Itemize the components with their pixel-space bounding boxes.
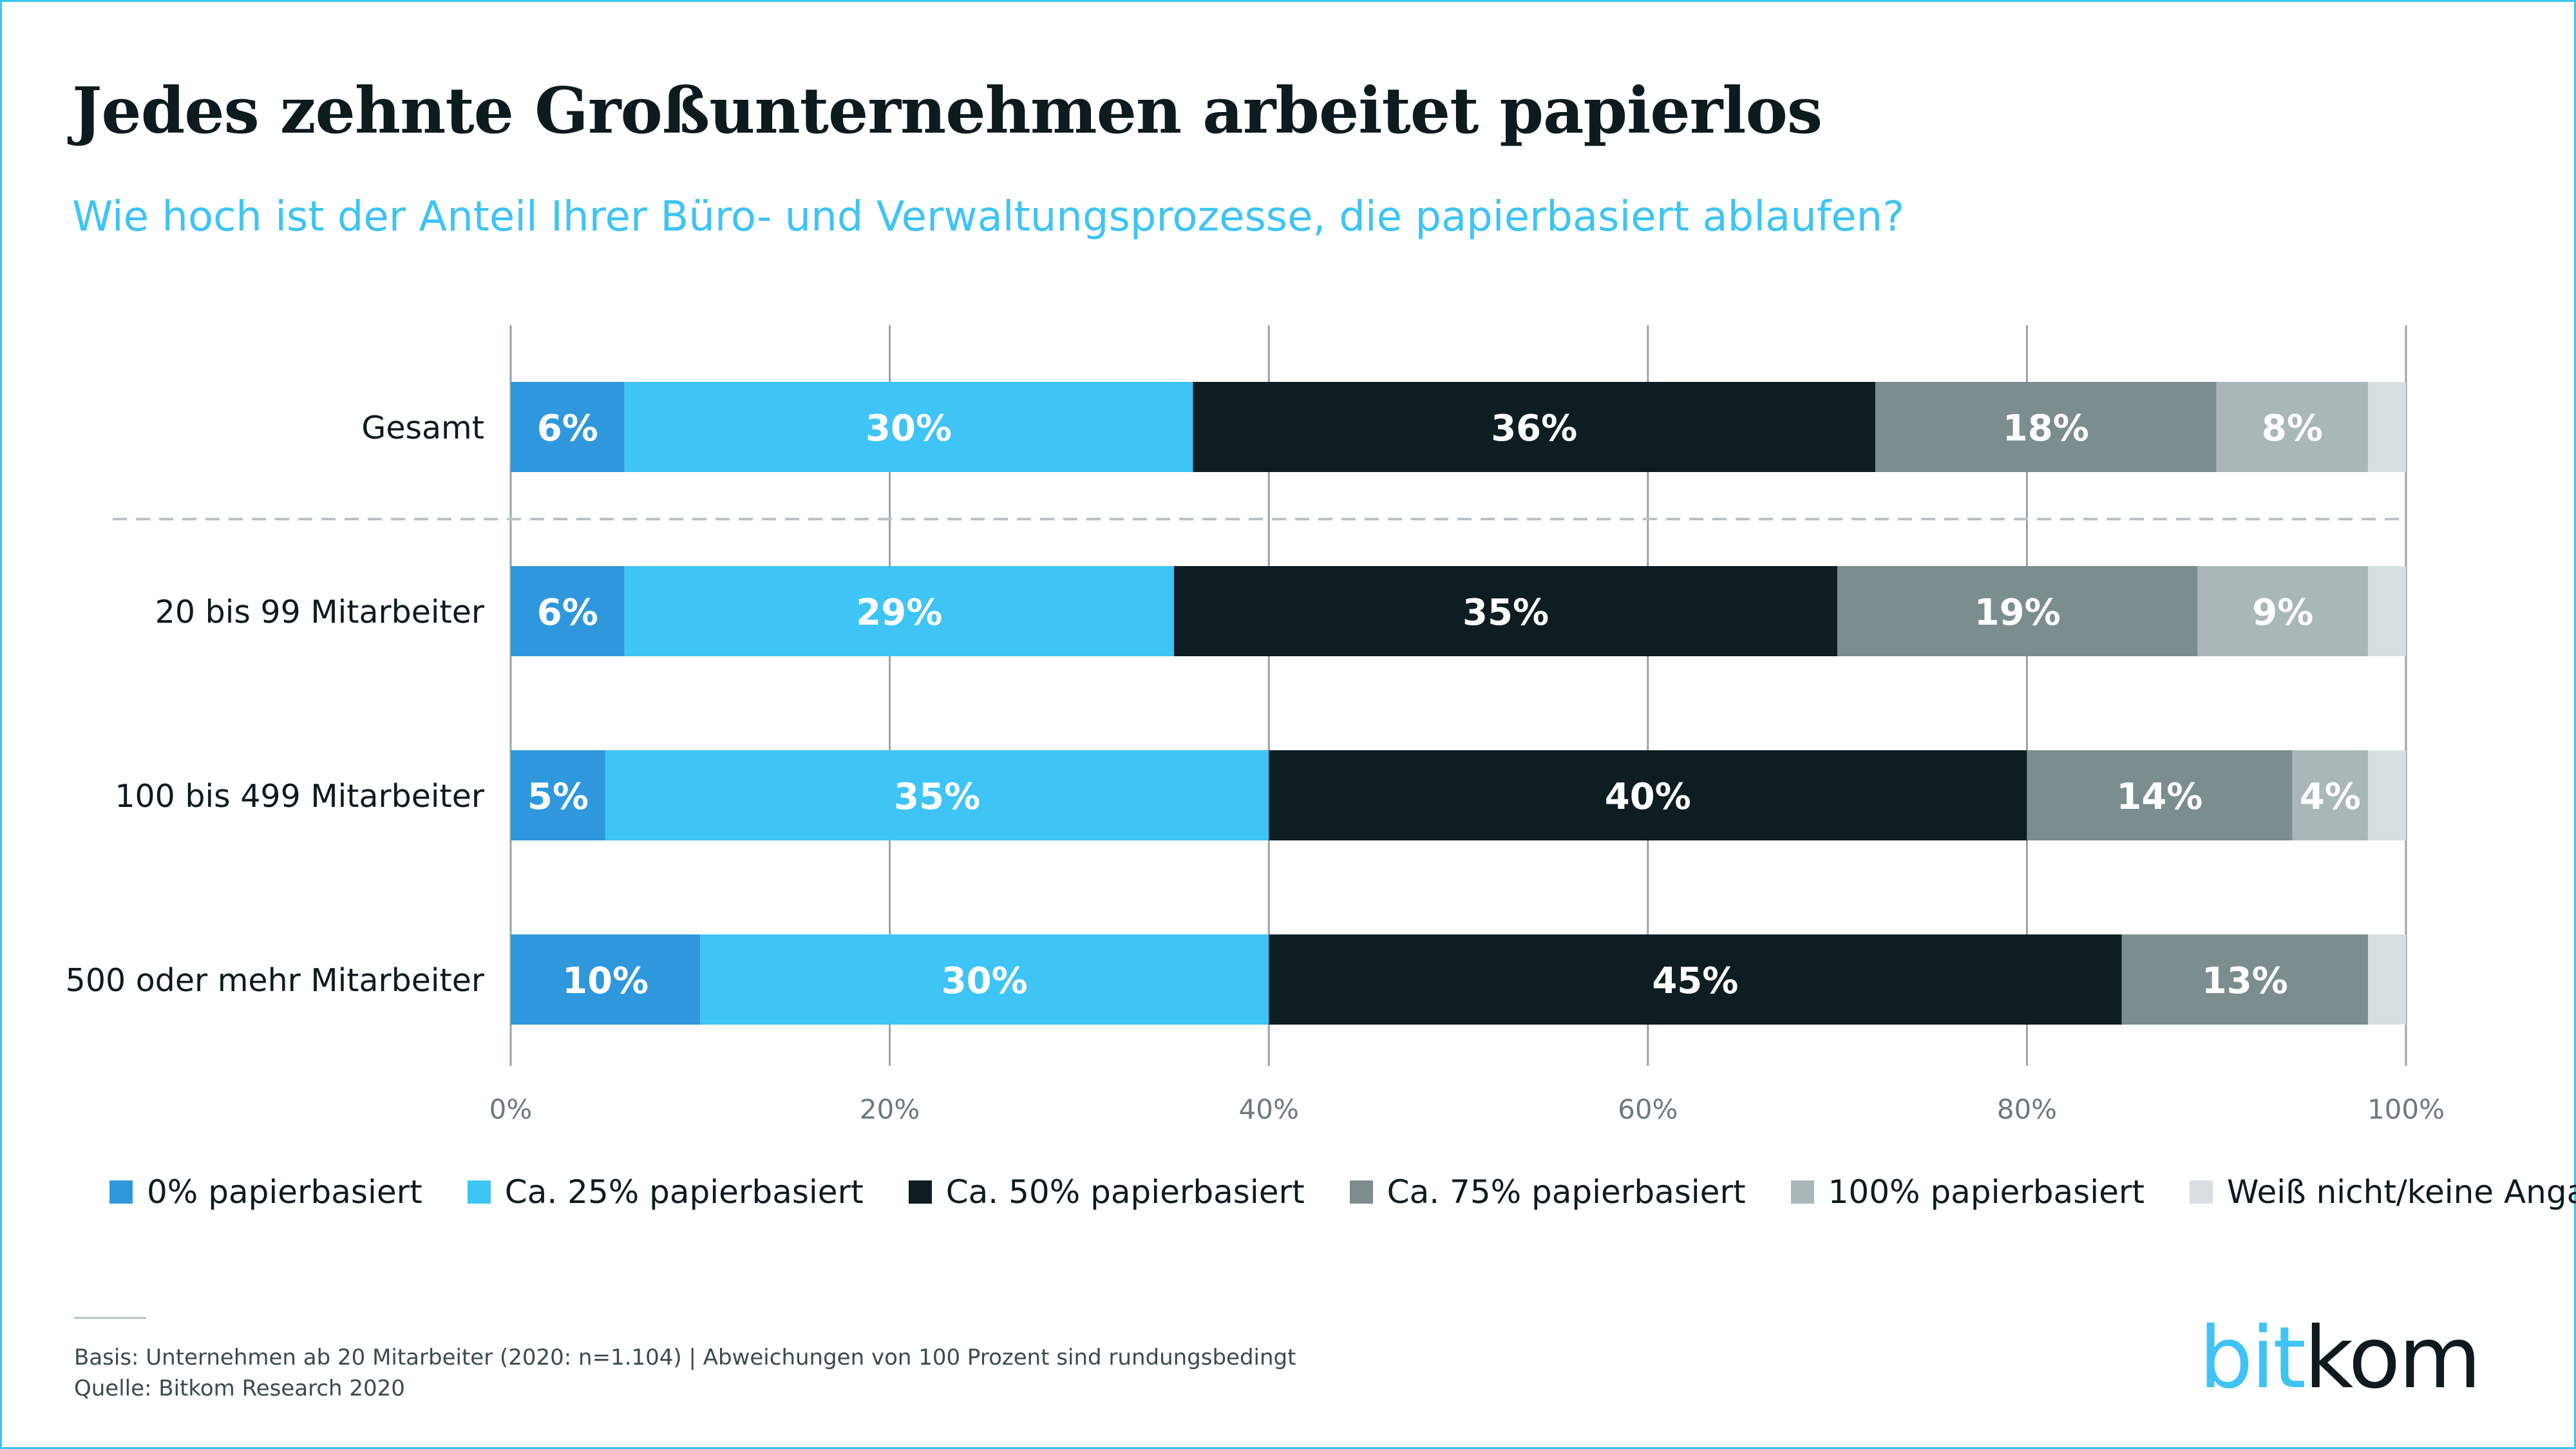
bar-segment-0-5 (2368, 382, 2406, 472)
x-tick-label-2: 40% (1239, 1094, 1299, 1125)
legend-swatch-0 (109, 1180, 133, 1204)
bitkom-logo: bitkom (2199, 1309, 2481, 1408)
legend-item-1: Ca. 25% papierbasiert (467, 1173, 864, 1211)
legend-swatch-2 (908, 1180, 932, 1204)
chart-legend: 0% papierbasiert Ca. 25% papierbasiert C… (109, 1173, 2576, 1211)
legend-swatch-5 (2190, 1180, 2213, 1204)
data-label-1-0: 6% (537, 592, 598, 634)
legend-label-5: Weiß nicht/keine Angabe (2227, 1173, 2576, 1211)
bar-segment-2-4 (2292, 750, 2369, 840)
footer-divider (74, 1317, 146, 1319)
bar-segment-0-1 (624, 382, 1193, 472)
legend-swatch-3 (1349, 1180, 1373, 1204)
x-tick-label-0: 0% (489, 1094, 533, 1125)
bar-segment-1-0 (511, 566, 625, 656)
legend-swatch-1 (467, 1180, 491, 1204)
bar-segment-1-2 (1174, 566, 1838, 656)
data-label-2-0: 5% (527, 776, 589, 818)
legend-label-3: Ca. 75% papierbasiert (1387, 1173, 1746, 1211)
bar-segment-0-3 (1875, 382, 2217, 472)
x-tick-label-1: 20% (860, 1094, 920, 1125)
data-label-3-2: 45% (1652, 960, 1738, 1002)
chart-title: Jedes zehnte Großunternehmen arbeitet pa… (72, 74, 1823, 148)
bar-segment-3-1 (700, 934, 1269, 1025)
bar-segment-0-4 (2216, 382, 2369, 472)
bar-segment-1-4 (2197, 566, 2369, 656)
legend-swatch-4 (1790, 1180, 1814, 1204)
bar-segment-2-0 (511, 750, 606, 840)
legend-item-4: 100% papierbasiert (1790, 1173, 2145, 1211)
data-label-1-4: 9% (2252, 592, 2313, 634)
logo-part-2: kom (2304, 1309, 2481, 1408)
x-tick-label-3: 60% (1618, 1094, 1678, 1125)
legend-label-0: 0% papierbasiert (147, 1173, 422, 1211)
legend-label-1: Ca. 25% papierbasiert (504, 1173, 864, 1211)
category-label-1: 20 bis 99 Mitarbeiter (155, 594, 485, 630)
data-label-1-1: 29% (856, 592, 942, 634)
footer-source: Quelle: Bitkom Research 2020 (74, 1376, 405, 1401)
legend-item-5: Weiß nicht/keine Angabe (2190, 1173, 2576, 1211)
data-label-2-3: 14% (2116, 776, 2202, 818)
bar-segment-1-3 (1837, 566, 2198, 656)
data-label-2-1: 35% (894, 776, 980, 818)
legend-label-4: 100% papierbasiert (1828, 1173, 2145, 1211)
data-label-3-3: 13% (2202, 960, 2288, 1002)
category-label-0: Gesamt (361, 410, 484, 446)
data-label-0-2: 36% (1491, 408, 1577, 450)
chart-subtitle: Wie hoch ist der Anteil Ihrer Büro- und … (72, 193, 1905, 241)
x-tick-label-5: 100% (2367, 1094, 2445, 1125)
legend-item-3: Ca. 75% papierbasiert (1349, 1173, 1746, 1211)
bar-segment-2-3 (2027, 750, 2293, 840)
bar-segment-3-2 (1269, 934, 2122, 1025)
data-label-0-3: 18% (2003, 408, 2089, 450)
data-label-1-2: 35% (1463, 592, 1549, 634)
data-label-0-4: 8% (2262, 408, 2323, 450)
data-label-3-0: 10% (562, 960, 649, 1002)
bar-segment-3-0 (511, 934, 701, 1025)
category-label-2: 100 bis 499 Mitarbeiter (115, 778, 485, 815)
bar-segment-0-0 (511, 382, 625, 472)
x-tick-label-4: 80% (1997, 1094, 2057, 1125)
bar-segment-3-3 (2121, 934, 2369, 1025)
data-label-1-3: 19% (1975, 592, 2061, 634)
stacked-bar-chart: 0% 20% 40% 60% 80% 100% Gesamt 6% 30% 36% 18% 8% 20 … (66, 325, 2445, 1125)
logo-part-1: bit (2199, 1309, 2306, 1408)
bar-segment-2-5 (2368, 750, 2406, 840)
data-label-3-1: 30% (942, 960, 1028, 1002)
bar-segment-2-2 (1269, 750, 2027, 840)
footer-basis: Basis: Unternehmen ab 20 Mitarbeiter (20… (74, 1345, 1296, 1370)
bar-segment-2-1 (605, 750, 1269, 840)
legend-item-0: 0% papierbasiert (109, 1173, 422, 1211)
bar-segment-1-1 (624, 566, 1175, 656)
data-label-2-4: 4% (2300, 776, 2361, 818)
bar-segment-1-5 (2368, 566, 2406, 656)
legend-item-2: Ca. 50% papierbasiert (908, 1173, 1305, 1211)
data-label-0-1: 30% (866, 408, 952, 450)
bar-segment-3-5 (2368, 934, 2406, 1025)
category-label-3: 500 oder mehr Mitarbeiter (66, 962, 485, 999)
bar-segment-0-2 (1193, 382, 1875, 472)
legend-label-2: Ca. 50% papierbasiert (945, 1173, 1305, 1211)
data-label-2-2: 40% (1605, 776, 1691, 818)
data-label-0-0: 6% (537, 408, 598, 450)
